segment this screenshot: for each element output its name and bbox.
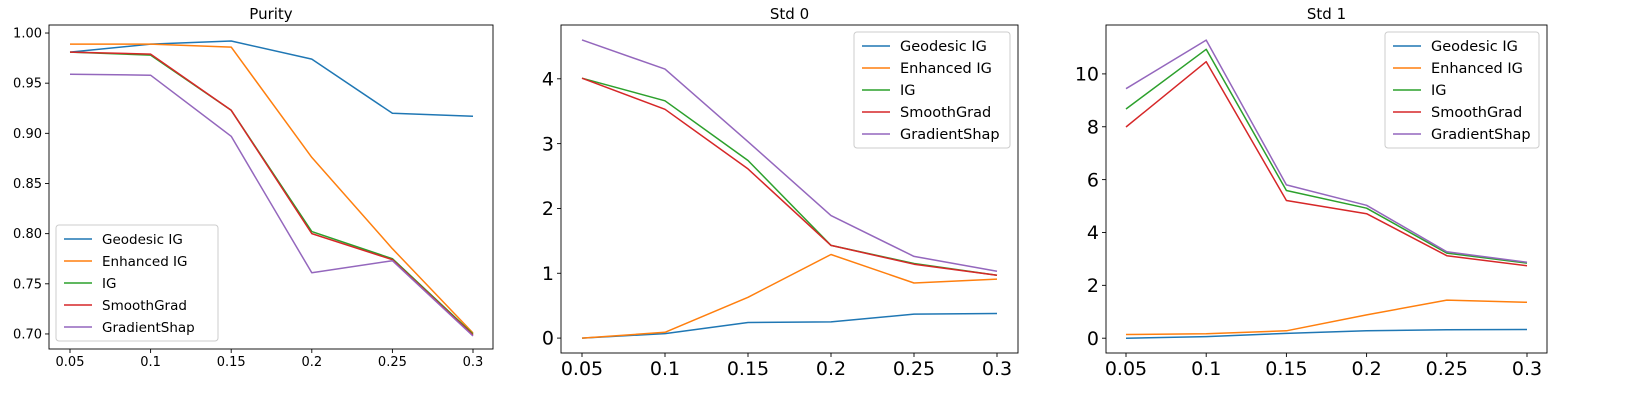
x-tick-label: 0.3 xyxy=(982,358,1012,380)
x-tick-label: 0.05 xyxy=(1105,358,1147,380)
axes-frame xyxy=(560,24,1019,354)
x-tick-label: 0.1 xyxy=(650,358,680,380)
series-line-enhanced-ig xyxy=(581,253,998,339)
series-line-smoothgrad xyxy=(581,77,998,276)
y-tick-label: 0.85 xyxy=(13,177,42,192)
y-tick-label: 0 xyxy=(542,328,554,350)
legend-box xyxy=(1384,31,1540,149)
y-tick-label: 6 xyxy=(1087,169,1099,191)
legend-label: Enhanced IG xyxy=(102,254,188,270)
y-tick-label: 0.80 xyxy=(13,227,42,242)
legend-label: GradientShap xyxy=(900,127,1000,143)
series-line-gradientshap xyxy=(581,39,998,273)
x-tick-label: 0.25 xyxy=(893,358,935,380)
x-tick-label: 0.05 xyxy=(561,358,603,380)
legend-label: Enhanced IG xyxy=(900,61,992,77)
legend-label: IG xyxy=(102,276,116,292)
legend-label: SmoothGrad xyxy=(1431,105,1522,121)
y-tick-label: 10 xyxy=(1075,64,1099,86)
legend-label: Enhanced IG xyxy=(1431,61,1523,77)
legend-label: GradientShap xyxy=(102,320,195,336)
x-tick-label: 0.25 xyxy=(1426,358,1468,380)
y-tick-label: 1 xyxy=(542,263,554,285)
y-tick-label: 3 xyxy=(542,133,554,155)
x-tick-label: 0.1 xyxy=(1191,358,1221,380)
y-tick-label: 8 xyxy=(1087,116,1099,138)
chart-panel-1: Purity 0.05 0.1 0.15 0.2 0.25 0.3 0.70 0.75 0.80 0… xyxy=(13,5,494,370)
x-tick-label: 0.3 xyxy=(1512,358,1542,380)
legend-label: SmoothGrad xyxy=(900,105,991,121)
series-line-geodesic-ig xyxy=(581,312,998,339)
legend-box xyxy=(55,224,219,342)
x-tick-label: 0.3 xyxy=(463,355,484,370)
x-tick-label: 0.2 xyxy=(816,358,846,380)
legend-label: GradientShap xyxy=(1431,127,1531,143)
chart-panel-3: Std 1 0.05 0.1 0.15 0.2 0.25 0.3 0 2 4 6 8 10 Geodesi… xyxy=(1075,5,1548,380)
y-tick-label: 0.90 xyxy=(13,127,42,142)
axes-frame xyxy=(48,24,494,350)
legend-label: IG xyxy=(900,83,916,99)
legend: Geodesic IG Enhanced IG IG SmoothGrad Gradie… xyxy=(1384,31,1540,149)
x-tick-label: 0.25 xyxy=(378,355,407,370)
legend-label: IG xyxy=(1431,83,1447,99)
chart-panel-2: Std 0 0.05 0.1 0.15 0.2 0.25 0.3 0 1 2 3 4 Geodesic … xyxy=(542,5,1019,380)
series-line-enhanced-ig xyxy=(1125,299,1528,336)
y-tick-label: 4 xyxy=(1087,222,1099,244)
series-line-geodesic-ig xyxy=(1125,328,1528,339)
legend-box xyxy=(853,31,1011,149)
x-tick-label: 0.15 xyxy=(1265,358,1307,380)
x-tick-label: 0.2 xyxy=(301,355,322,370)
y-tick-label: 2 xyxy=(1087,275,1099,297)
legend-label: Geodesic IG xyxy=(102,232,183,248)
axes-frame xyxy=(1105,24,1548,354)
x-tick-label: 0.05 xyxy=(56,355,85,370)
legend-label: Geodesic IG xyxy=(900,39,987,55)
series-line-ig xyxy=(1125,48,1528,264)
y-tick-label: 1.00 xyxy=(13,27,42,42)
series-line-enhanced-ig xyxy=(70,43,474,334)
legend-label: Geodesic IG xyxy=(1431,39,1518,55)
chart-title: Std 0 xyxy=(770,5,809,23)
y-tick-label: 2 xyxy=(542,198,554,220)
series-line-gradientshap xyxy=(69,73,474,337)
legend: Geodesic IG Enhanced IG IG SmoothGrad Gradie… xyxy=(853,31,1011,149)
x-tick-label: 0.15 xyxy=(217,355,246,370)
series-line-smoothgrad xyxy=(1125,60,1528,267)
y-tick-label: 4 xyxy=(542,68,554,90)
x-tick-label: 0.15 xyxy=(727,358,769,380)
x-tick-label: 0.2 xyxy=(1351,358,1381,380)
series-line-gradientshap xyxy=(1125,39,1528,264)
chart-title: Purity xyxy=(249,5,293,23)
x-tick-label: 0.1 xyxy=(140,355,161,370)
y-tick-label: 0.70 xyxy=(13,328,42,343)
y-tick-label: 0.75 xyxy=(13,277,42,292)
y-tick-label: 0.95 xyxy=(13,77,42,92)
legend-label: SmoothGrad xyxy=(102,298,187,314)
legend: Geodesic IG Enhanced IG IG SmoothGrad Gradie… xyxy=(55,224,219,342)
y-tick-label: 0 xyxy=(1087,328,1099,350)
chart-title: Std 1 xyxy=(1307,5,1346,23)
series-line-geodesic-ig xyxy=(69,40,474,118)
